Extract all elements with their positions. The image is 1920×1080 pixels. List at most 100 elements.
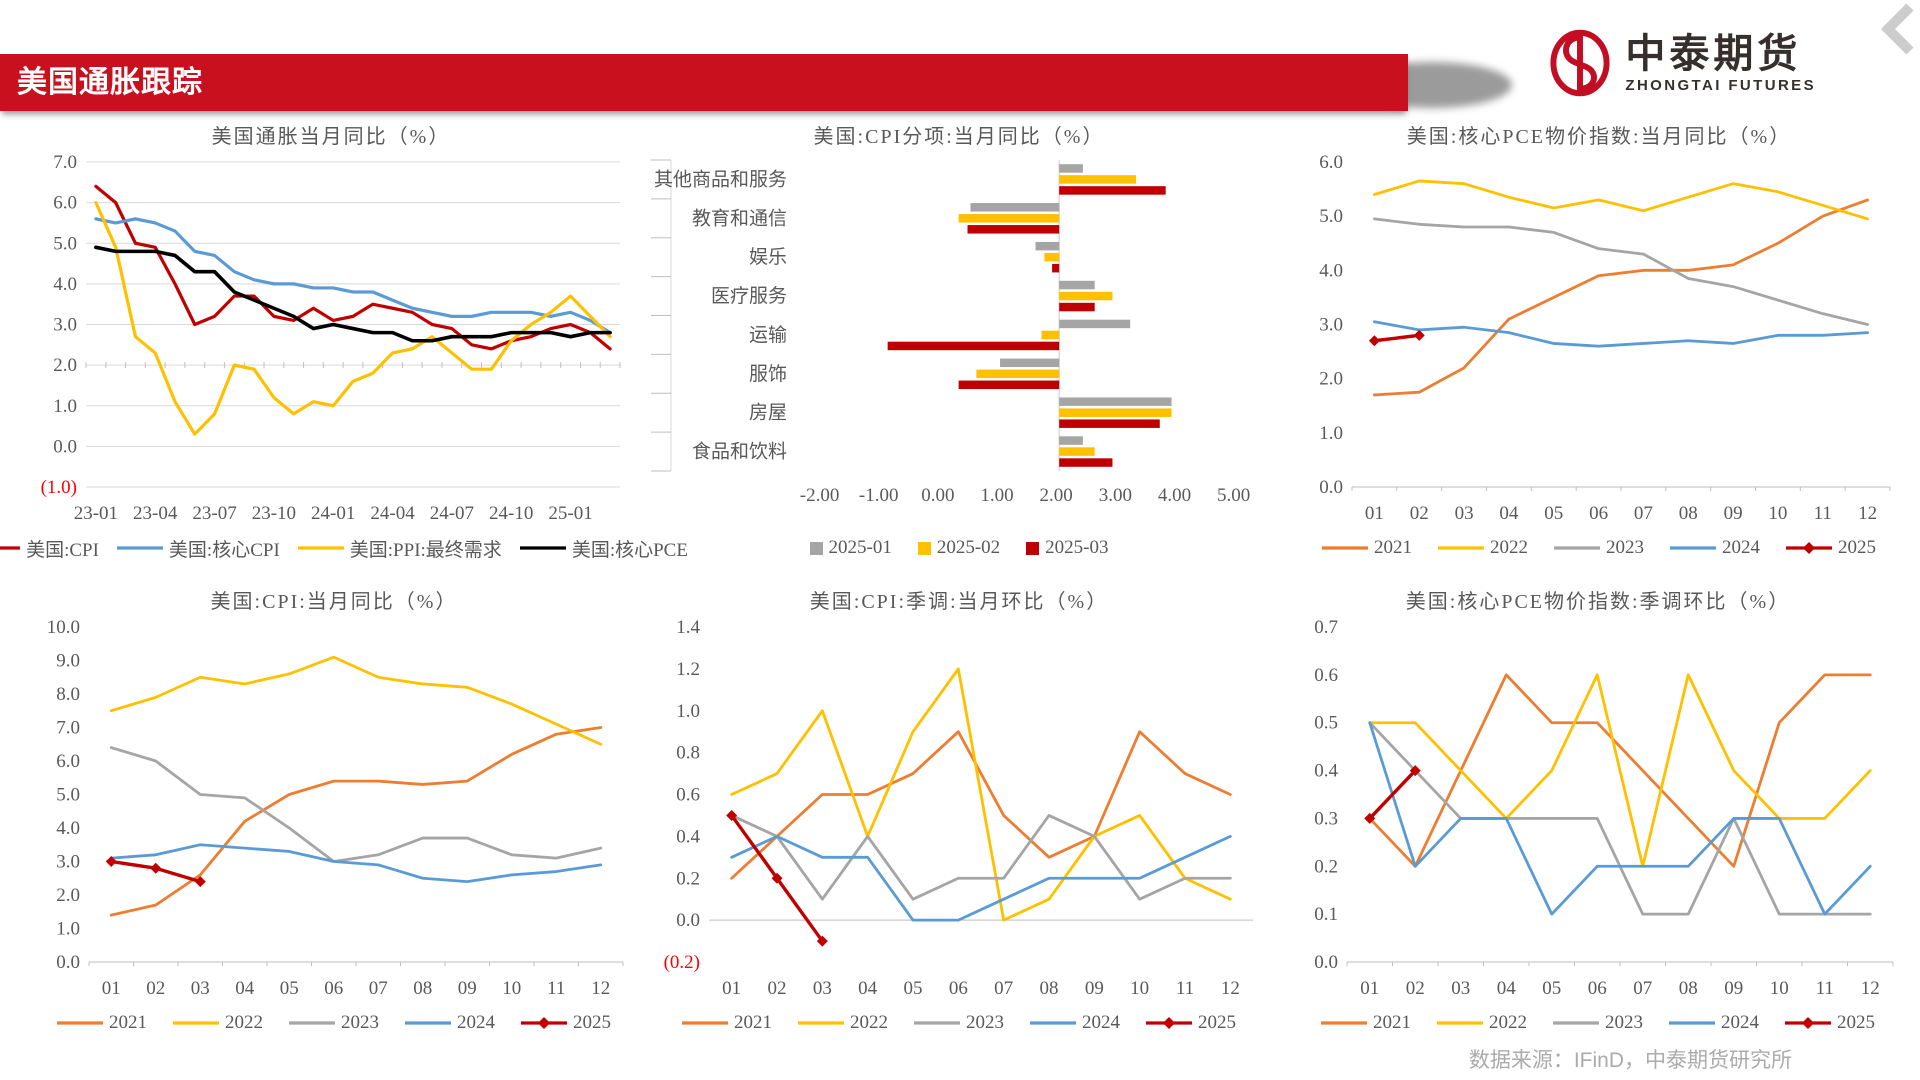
series-line <box>1368 673 1872 868</box>
series-line <box>94 201 612 436</box>
chart-cpi-yoy-plot: 10.0 9.0 8.0 7.0 6.0 5.0 4.0 3.0 2.0 1.0 0.0 01 02 03… <box>47 617 624 999</box>
legend-swatch <box>1026 541 1040 555</box>
legend-line-sample <box>1670 546 1716 550</box>
legend-item: 2022 <box>173 1012 263 1034</box>
x-axis-tick-label: 07 <box>994 978 1013 999</box>
x-axis-tick-label: 09 <box>1724 503 1743 524</box>
y-axis-tick-label: 0.0 <box>676 910 700 931</box>
series-line <box>94 184 612 351</box>
x-axis-tick-label: 12 <box>1221 978 1240 999</box>
y-axis-tick-label: 5.0 <box>56 785 80 806</box>
y-axis-tick-label: 8.0 <box>56 684 80 705</box>
legend-line-sample <box>297 546 344 550</box>
legend-label: 2024 <box>1722 537 1760 558</box>
series-line <box>94 245 612 343</box>
legend-item: 2021 <box>682 1012 772 1034</box>
bar <box>1041 330 1060 340</box>
chart-title: 美国通胀当月同比（%） <box>211 126 451 148</box>
y-axis-tick-label: 0.0 <box>53 436 77 457</box>
x-axis-tick-label: 23-01 <box>74 503 118 524</box>
legend-line-sample <box>57 1021 103 1025</box>
legend-label: 2025 <box>1198 1012 1236 1033</box>
x-axis-tick-label: 11 <box>1816 978 1834 999</box>
x-axis-tick-label: 12 <box>1858 503 1877 524</box>
bar <box>1059 458 1113 467</box>
series-line <box>1373 217 1869 326</box>
series-line <box>1368 673 1872 868</box>
x-axis-tick-label: 06 <box>324 978 343 999</box>
x-axis-tick-label: 5.00 <box>1217 485 1250 506</box>
x-axis-tick-label: 03 <box>1451 978 1470 999</box>
series-line <box>1368 721 1872 916</box>
series-line <box>109 655 603 746</box>
x-axis-tick-label: 09 <box>1085 978 1104 999</box>
legend-label: 2025 <box>1837 1012 1875 1033</box>
x-axis-tick-label: 01 <box>102 978 121 999</box>
bar <box>1059 280 1095 290</box>
y-axis-tick-label: 0.0 <box>1314 952 1338 973</box>
y-axis-tick-label: 0.6 <box>676 785 700 806</box>
x-axis-tick-label: 03 <box>813 978 832 999</box>
chart-legend: 2025-01 2025-02 2025-03 <box>645 531 1273 565</box>
x-axis-tick-label: 04 <box>1497 978 1517 999</box>
y-axis-tick-label: 4.0 <box>1319 260 1343 281</box>
x-axis-tick-label: 1.00 <box>980 485 1013 506</box>
category-label: 娱乐 <box>749 246 787 268</box>
bar <box>958 214 1060 223</box>
legend-label: 2023 <box>966 1012 1004 1033</box>
x-axis-tick-label: 05 <box>1544 503 1563 524</box>
chart-legend: 美国:CPI 美国:核心CPI 美国:PPI:最终需求 美国:核心PCE <box>0 531 688 565</box>
legend-line-sample <box>798 1021 844 1025</box>
legend-line-sample <box>1553 1021 1599 1025</box>
series-line <box>94 217 612 335</box>
y-axis-tick-label: 9.0 <box>56 651 80 672</box>
y-axis-tick-label: 4.0 <box>56 818 80 839</box>
series-line <box>730 730 1232 880</box>
x-axis-tick-label: 08 <box>1679 503 1698 524</box>
x-axis-tick-label: 24-01 <box>311 503 355 524</box>
y-axis-tick-label: 1.0 <box>53 396 77 417</box>
legend-item: 2023 <box>289 1012 379 1034</box>
series-marker-diamond <box>726 809 738 821</box>
y-axis-tick-label: 10.0 <box>47 617 80 638</box>
x-axis-tick-label: 11 <box>547 978 565 999</box>
y-axis-tick-label: 4.0 <box>53 274 77 295</box>
y-axis-tick-label: 3.0 <box>1319 315 1343 336</box>
y-axis-tick-label: 7.0 <box>56 718 80 739</box>
zhongtai-logo-text: 中泰期货 ZHONGTAI FUTURES <box>1625 33 1816 94</box>
y-axis-tick-label: 6.0 <box>56 751 80 772</box>
legend-item: 2023 <box>1554 537 1644 559</box>
page-title-banner: 美国通胀跟踪 <box>0 54 1408 111</box>
legend-item: 2025 <box>1785 1012 1875 1034</box>
y-axis-tick-label: 3.0 <box>53 315 77 336</box>
legend-label: 2022 <box>850 1012 888 1033</box>
x-axis-tick-label: 09 <box>1724 978 1743 999</box>
x-axis-tick-label: 10 <box>1770 978 1789 999</box>
collapse-chevron-icon[interactable] <box>1878 2 1918 56</box>
y-axis-tick-label: 7.0 <box>53 152 77 173</box>
legend-line-sample <box>116 546 163 550</box>
y-axis-tick-label: 0.2 <box>676 868 700 889</box>
category-label: 教育和通信 <box>692 207 787 229</box>
bar <box>1059 175 1137 184</box>
legend-label: 2022 <box>225 1012 263 1033</box>
legend-item: 美国:CPI <box>0 535 99 562</box>
bar <box>958 380 1060 390</box>
legend-line-sample <box>1322 546 1368 550</box>
x-axis-tick-label: 09 <box>458 978 477 999</box>
legend-label: 美国:PPI:最终需求 <box>349 539 502 561</box>
y-axis-tick-label: 5.0 <box>1319 206 1343 227</box>
y-axis-tick-label: 0.8 <box>676 743 700 764</box>
legend-line-sample <box>1669 1021 1715 1025</box>
chart-legend: 2021 2022 2023 2024 2025 <box>25 1006 643 1040</box>
legend-item: 2025 <box>521 1012 611 1034</box>
legend-label: 2025-03 <box>1045 537 1109 558</box>
bar <box>1059 419 1160 428</box>
series-line <box>1368 768 1417 821</box>
x-axis-tick-label: 02 <box>768 978 787 999</box>
x-axis-tick-label: 11 <box>1176 978 1194 999</box>
legend-item: 美国:核心PCE <box>519 535 688 562</box>
bar <box>1035 241 1060 251</box>
legend-item: 2021 <box>57 1012 147 1034</box>
